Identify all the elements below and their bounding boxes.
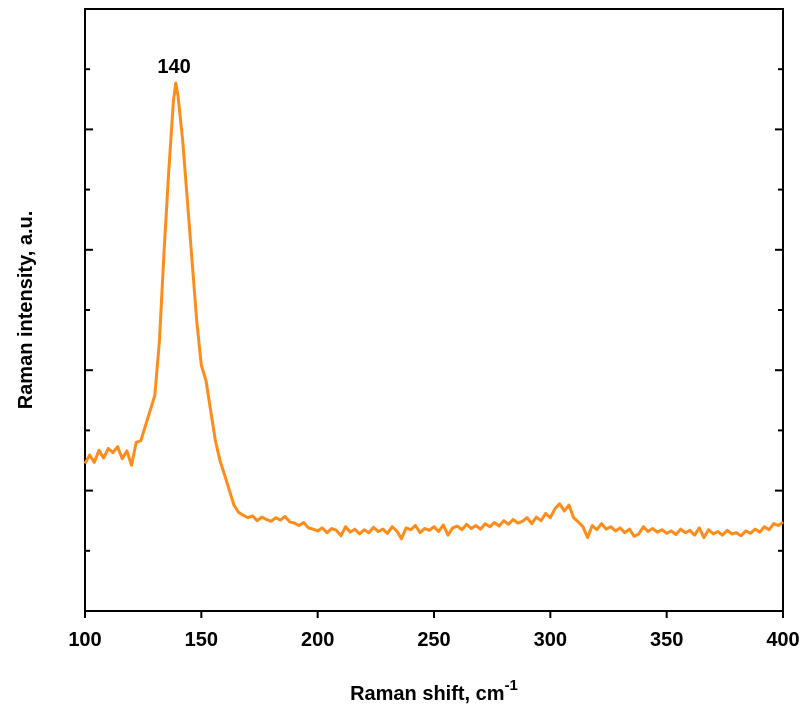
x-tick-label: 150 — [185, 629, 218, 651]
x-tick-label: 250 — [417, 629, 450, 651]
x-axis-title: Raman shift, cm-1 — [350, 677, 518, 705]
x-tick-label: 100 — [68, 629, 101, 651]
y-axis-title: Raman intensity, a.u. — [15, 211, 37, 410]
plot-frame — [84, 8, 784, 612]
x-tick-label: 400 — [766, 629, 799, 651]
x-tick-label: 350 — [650, 629, 683, 651]
x-tick-label: 300 — [534, 629, 567, 651]
x-tick-label: 200 — [301, 629, 334, 651]
x-axis-title-main: Raman shift, cm — [350, 683, 504, 705]
spectrum-line — [83, 81, 784, 541]
peak-annotation: 140 — [157, 56, 190, 78]
x-axis-title-superscript: -1 — [505, 677, 518, 694]
